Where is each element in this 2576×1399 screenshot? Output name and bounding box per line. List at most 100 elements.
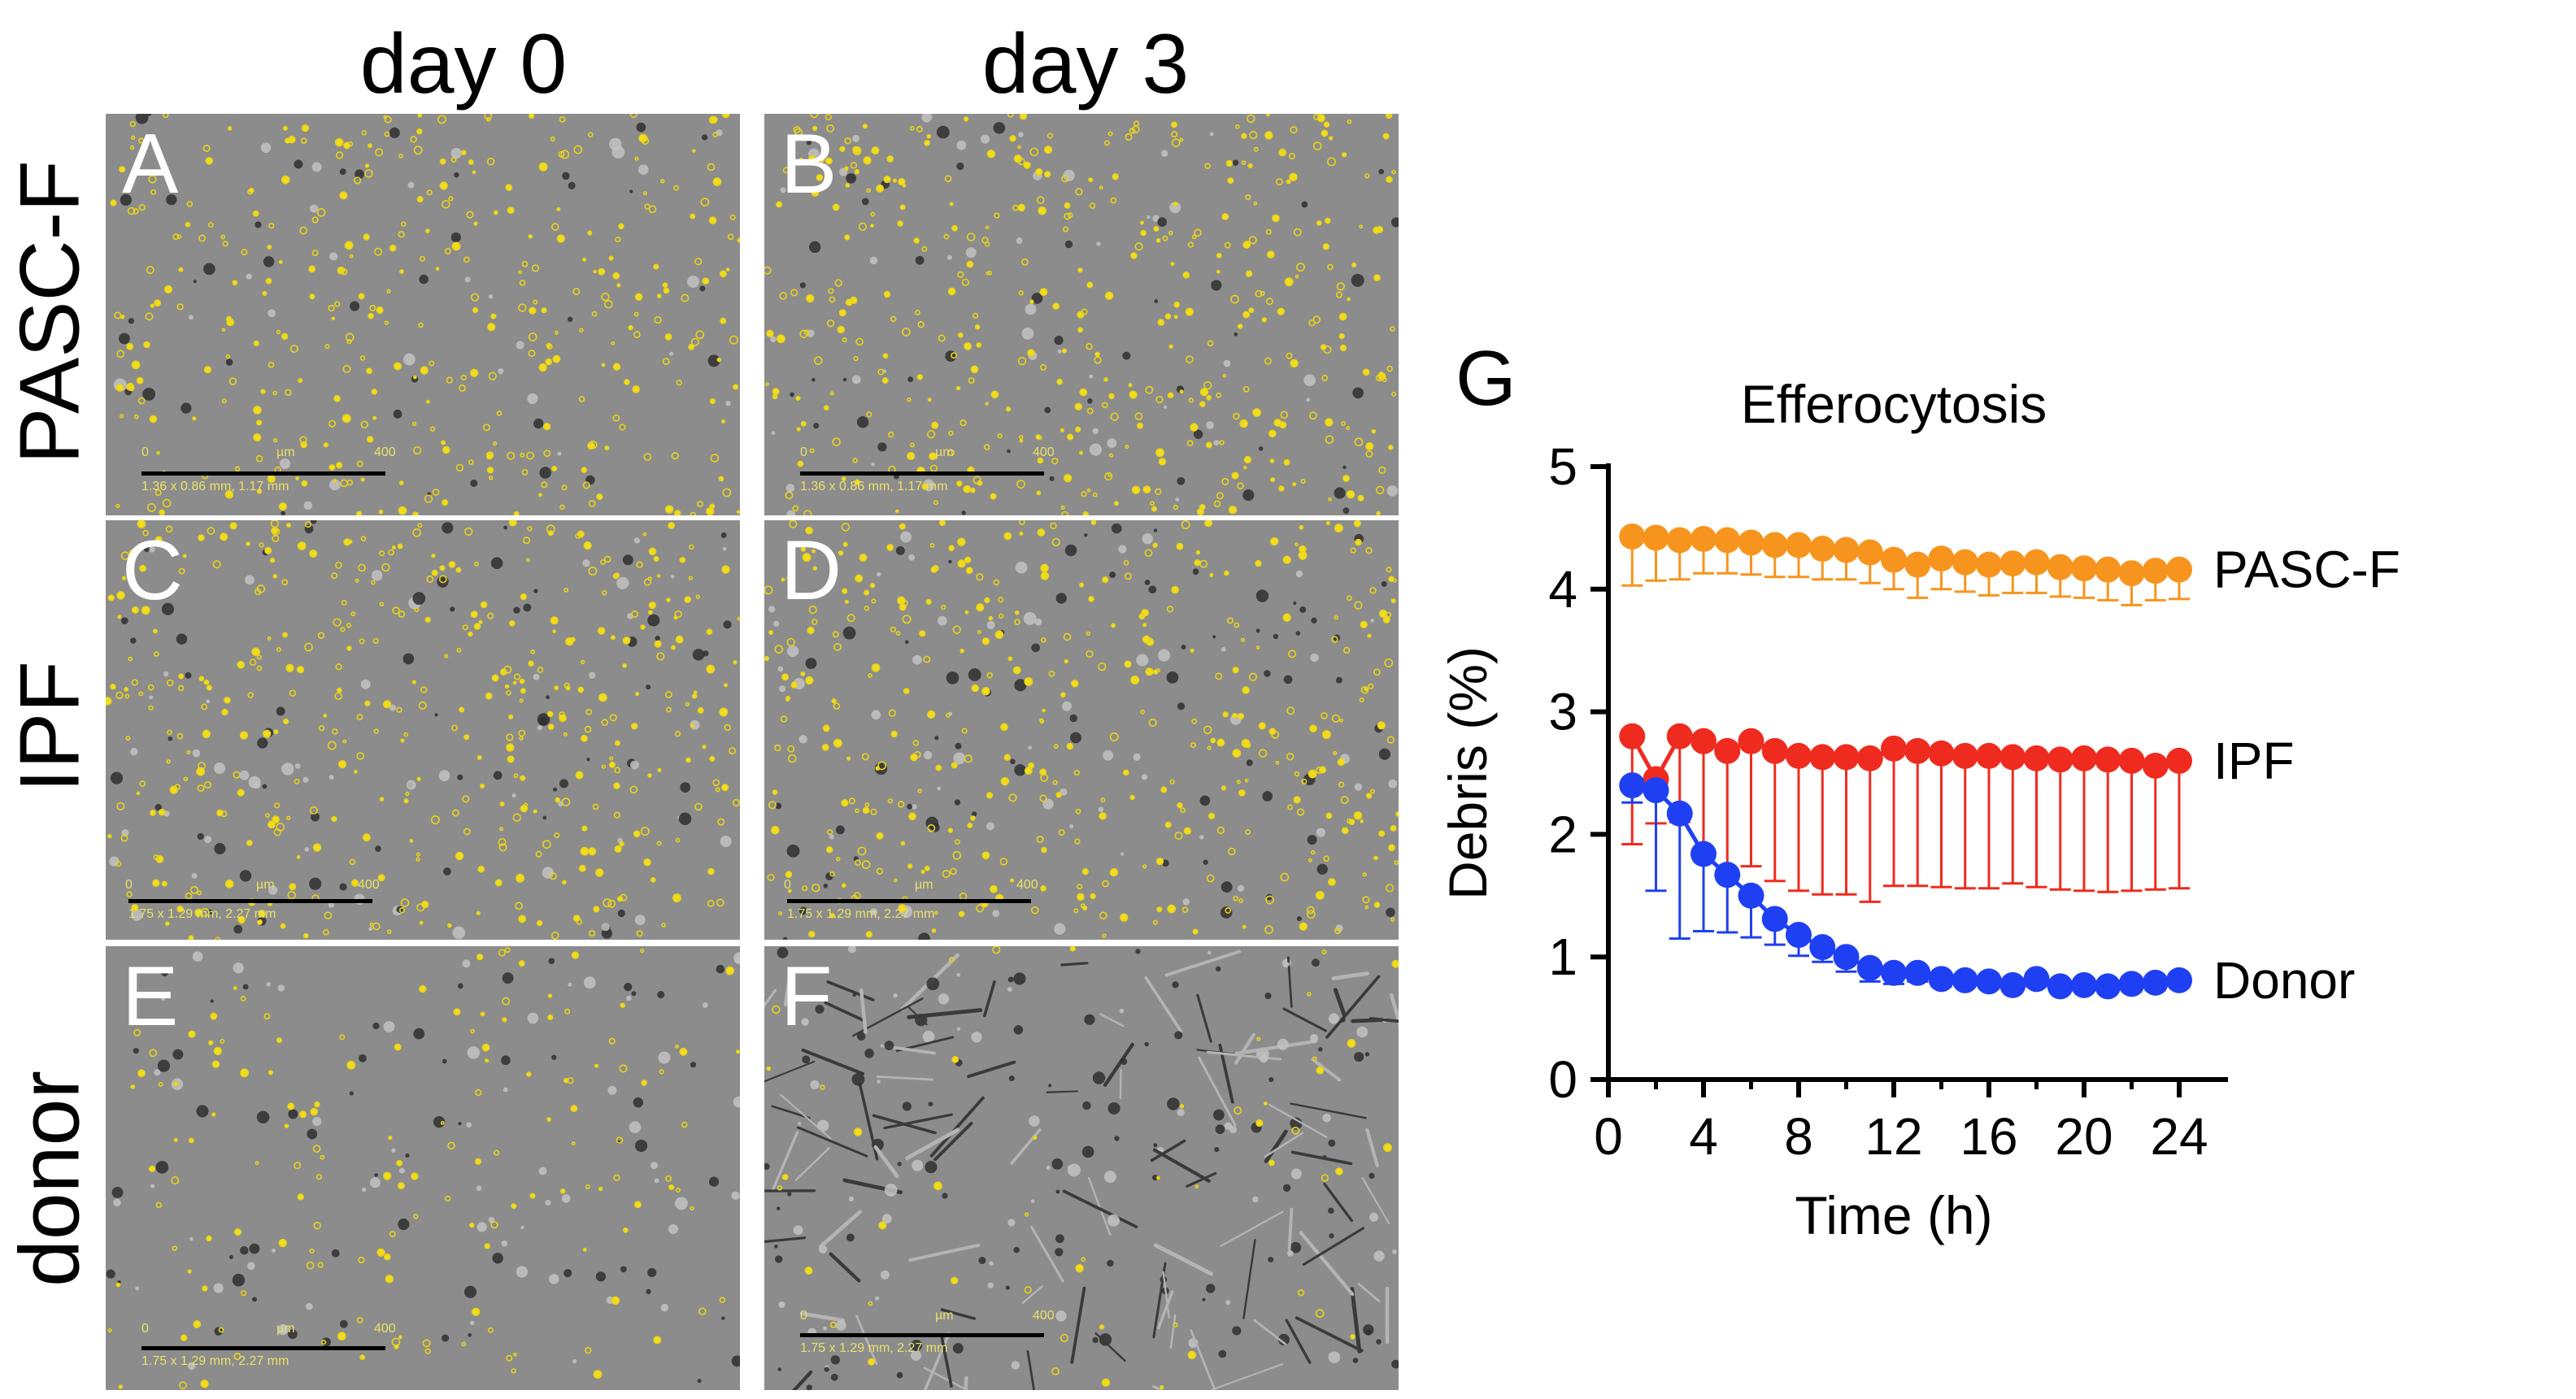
debris-marker (396, 706, 402, 713)
debris-marker (1155, 237, 1161, 243)
cell (457, 774, 463, 780)
cell (1087, 1176, 1112, 1236)
debris-marker (600, 559, 606, 565)
debris-marker (1342, 646, 1351, 654)
data-point (1833, 537, 1860, 563)
data-point (1786, 742, 1812, 769)
cell (1218, 1349, 1227, 1358)
debris-marker (131, 904, 139, 912)
debris-marker (1360, 819, 1364, 823)
debris-marker (378, 509, 384, 515)
debris-marker (1232, 712, 1238, 719)
debris-marker (411, 421, 417, 427)
debris-marker (1110, 412, 1119, 421)
cell (1322, 1113, 1331, 1123)
debris-marker (559, 504, 565, 511)
cell (812, 377, 816, 382)
debris-marker (1377, 721, 1386, 730)
cell (1287, 1207, 1294, 1252)
debris-marker (499, 801, 505, 807)
data-point (1952, 549, 1978, 576)
debris-marker (171, 1176, 180, 1185)
debris-marker (167, 679, 174, 687)
debris-marker (1308, 411, 1317, 420)
debris-marker (1103, 377, 1108, 382)
cell (1013, 1246, 1020, 1253)
debris-marker (770, 825, 780, 835)
debris-marker (265, 277, 272, 285)
cell (1328, 1013, 1339, 1024)
debris-marker (871, 663, 881, 672)
cell (1055, 1234, 1064, 1244)
debris-marker (575, 533, 581, 539)
cell (907, 1008, 983, 1019)
cell (1087, 398, 1093, 404)
debris-marker (642, 532, 647, 537)
debris-marker (802, 885, 808, 892)
debris-marker (552, 629, 556, 633)
debris-marker (1090, 893, 1096, 900)
cell (1260, 1054, 1268, 1063)
debris-marker (221, 398, 227, 404)
cell (310, 204, 319, 213)
debris-marker (179, 1381, 187, 1390)
debris-marker (1321, 949, 1327, 954)
scale-bar (800, 471, 1044, 476)
debris-marker (1140, 229, 1147, 237)
debris-marker (1364, 173, 1370, 179)
debris-marker (1340, 796, 1349, 805)
cell (1252, 1196, 1259, 1203)
debris-marker (148, 705, 154, 710)
debris-marker (764, 655, 769, 662)
scale-bar-unit: µm (935, 1309, 954, 1323)
debris-marker (278, 1238, 287, 1248)
debris-marker (808, 154, 816, 163)
debris-marker (247, 692, 254, 698)
debris-marker (842, 588, 848, 594)
debris-marker (470, 368, 479, 377)
cell (1234, 332, 1238, 337)
debris-marker (613, 1174, 620, 1182)
cell (971, 1032, 982, 1043)
cell (1135, 949, 1141, 954)
debris-marker (484, 1243, 490, 1249)
debris-marker (215, 936, 220, 940)
debris-marker (1081, 308, 1088, 315)
debris-marker (587, 441, 595, 450)
debris-marker (221, 328, 226, 332)
debris-marker (398, 153, 403, 159)
debris-marker (805, 676, 814, 685)
debris-marker (1362, 872, 1367, 877)
debris-marker (668, 1184, 675, 1191)
debris-marker (110, 683, 116, 690)
cell (196, 1105, 209, 1118)
debris-marker (812, 549, 816, 554)
debris-marker (833, 642, 842, 651)
debris-marker (320, 1154, 325, 1160)
debris-marker (1092, 492, 1098, 497)
cell (214, 843, 226, 855)
data-point (1976, 742, 2002, 769)
cell (978, 1256, 986, 1265)
debris-marker (498, 843, 507, 852)
debris-marker (1020, 258, 1029, 266)
cell (1082, 1101, 1091, 1110)
debris-marker (1041, 637, 1046, 643)
debris-marker (309, 550, 318, 558)
cell (1290, 1117, 1303, 1130)
debris-marker (1315, 1309, 1325, 1319)
data-point (2095, 556, 2121, 583)
cell (210, 999, 214, 1003)
cell (533, 673, 540, 680)
cell (1213, 440, 1220, 446)
cell (1099, 1013, 1125, 1028)
cell (476, 1185, 482, 1191)
debris-marker (636, 561, 643, 568)
cell (955, 742, 962, 749)
cell (617, 909, 625, 918)
debris-marker (839, 146, 846, 152)
debris-marker (202, 1285, 208, 1292)
cell (797, 1126, 868, 1158)
debris-marker (1148, 718, 1157, 727)
debris-marker (405, 791, 410, 797)
